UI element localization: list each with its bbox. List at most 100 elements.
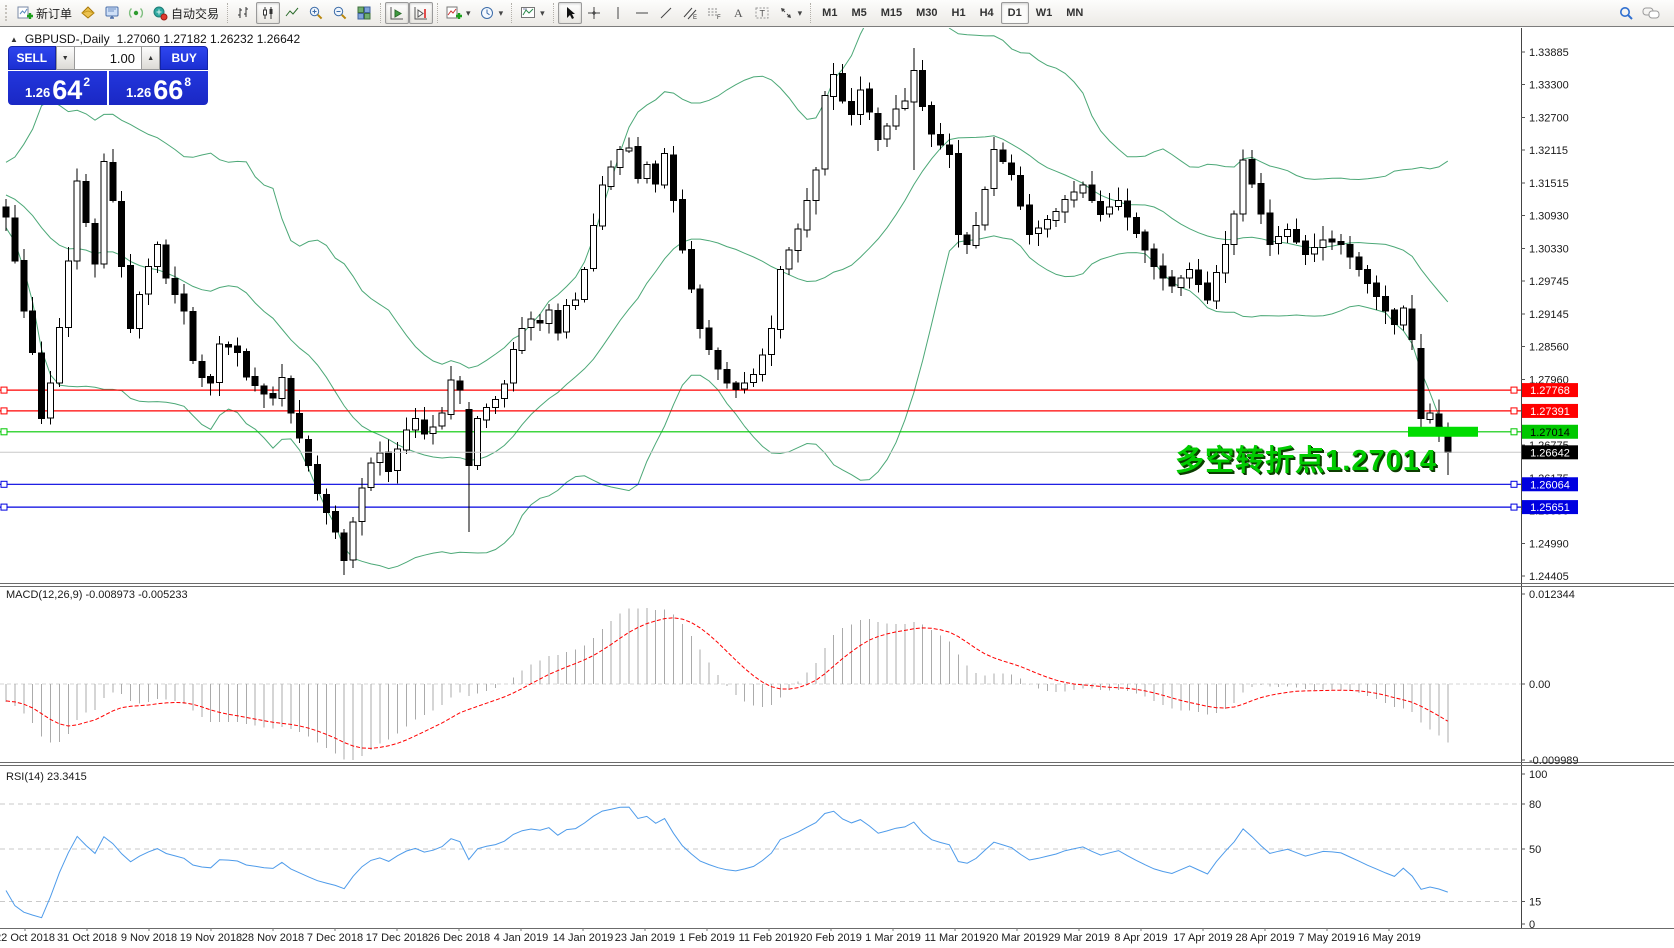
signals-button[interactable]	[124, 2, 148, 24]
line-handle[interactable]	[0, 503, 8, 511]
line-chart-icon	[285, 7, 299, 17]
date-label: 1 Mar 2019	[865, 932, 921, 944]
toolbar-separator	[227, 3, 229, 23]
text-label-tool-button[interactable]: T	[750, 2, 774, 24]
line-handle[interactable]	[0, 428, 8, 436]
timeframe-button-D1[interactable]: D1	[1000, 2, 1029, 24]
macd-label: MACD(12,26,9) -0.008973 -0.005233	[6, 589, 188, 601]
vertical-line-tool-button[interactable]	[606, 2, 630, 24]
clock-icon	[480, 7, 493, 19]
timeframe-button-W1[interactable]: W1	[1029, 2, 1060, 24]
macd-panel	[0, 607, 1521, 760]
chart-shift-button[interactable]	[409, 2, 434, 24]
timeframe-button-H4[interactable]: H4	[973, 2, 1001, 24]
date-axis[interactable]: 22 Oct 2018 31 Oct 2018 9 Nov 2018 19 Nov 2…	[0, 928, 1421, 944]
trendline-icon	[660, 7, 671, 19]
line-handle[interactable]	[1510, 480, 1518, 488]
templates-button[interactable]: ▾	[516, 2, 549, 24]
market-depth-button[interactable]	[76, 2, 100, 24]
volume-down-button[interactable]: ▼	[55, 46, 75, 70]
date-label: 8 Apr 2019	[1114, 932, 1167, 944]
periods-button[interactable]: ▾	[475, 2, 508, 24]
horizontal-line-tool-button[interactable]	[630, 2, 654, 24]
price-tick-label: 1.28560	[1529, 341, 1569, 353]
auto-scroll-button[interactable]	[385, 2, 410, 24]
bar-chart-mode-button[interactable]	[232, 2, 256, 24]
crosshair-tool-button[interactable]	[582, 2, 606, 24]
new-order-button[interactable]: 新订单	[13, 2, 76, 24]
terminal-window-button[interactable]	[100, 2, 124, 24]
crosshair-icon	[587, 7, 600, 19]
autotrading-icon	[153, 6, 168, 21]
line-handle[interactable]	[1510, 407, 1518, 415]
date-label: 14 Jan 2019	[553, 932, 614, 944]
timeframe-button-M1[interactable]: M1	[815, 2, 844, 24]
rsi-tick-label: 50	[1529, 844, 1541, 856]
line-chart-mode-button[interactable]	[280, 2, 304, 24]
volume-up-button[interactable]: ▲	[141, 46, 161, 70]
line-handle[interactable]	[1510, 386, 1518, 394]
horizontal-line-objects[interactable]	[0, 386, 1521, 511]
channel-tool-button[interactable]: E	[678, 2, 702, 24]
timeframe-button-H1[interactable]: H1	[945, 2, 973, 24]
collapse-icon[interactable]: ▲	[10, 34, 18, 44]
toolbar-separator	[810, 3, 812, 23]
buy-price-prefix: 1.26	[125, 85, 152, 100]
main-toolbar: 新订单 自动交易	[0, 0, 1674, 27]
autotrading-button[interactable]: 自动交易	[148, 2, 223, 24]
svg-text:T: T	[759, 9, 765, 19]
line-handle[interactable]	[0, 407, 8, 415]
vertical-line-icon	[617, 7, 619, 19]
timeframe-button-M5[interactable]: M5	[844, 2, 873, 24]
chat-button[interactable]	[1638, 2, 1664, 24]
line-handle[interactable]	[1510, 428, 1518, 436]
toolbar-separator	[380, 3, 382, 23]
fibonacci-tool-button[interactable]: F	[702, 2, 726, 24]
trendline-tool-button[interactable]	[654, 2, 678, 24]
svg-text:A: A	[734, 6, 743, 20]
chat-bubbles-icon	[1642, 7, 1660, 19]
rsi-label: RSI(14) 23.3415	[6, 771, 87, 783]
search-button[interactable]	[1614, 2, 1638, 24]
price-badge: 1.26642	[1530, 447, 1570, 459]
candlestick-mode-button[interactable]	[256, 2, 281, 24]
buy-button[interactable]: BUY	[160, 46, 208, 70]
tile-windows-button[interactable]	[352, 2, 376, 24]
cursor-tool-button[interactable]	[557, 2, 582, 24]
price-tick-label: 1.33885	[1529, 47, 1569, 59]
dropdown-icon: ▾	[797, 7, 803, 18]
zoom-out-icon	[333, 6, 347, 20]
rsi-tick-label: 0	[1529, 919, 1535, 931]
dropdown-icon: ▾	[498, 7, 504, 18]
buy-price[interactable]: 1.26 66 8	[109, 71, 208, 105]
svg-text:E: E	[693, 15, 697, 21]
zoom-out-button[interactable]	[328, 2, 352, 24]
timeframe-button-M15[interactable]: M15	[874, 2, 909, 24]
bar-chart-icon	[238, 7, 249, 18]
text-tool-button[interactable]: A	[726, 2, 750, 24]
sell-price[interactable]: 1.26 64 2	[8, 71, 107, 105]
toolbar-grip[interactable]	[5, 5, 10, 21]
line-handle[interactable]	[1510, 503, 1518, 511]
date-label: 16 May 2019	[1357, 932, 1421, 944]
line-handle[interactable]	[0, 480, 8, 488]
price-tick-label: 1.29145	[1529, 309, 1569, 321]
tile-windows-icon	[357, 6, 371, 20]
price-badge: 1.27768	[1530, 385, 1570, 397]
candlestick-icon	[263, 7, 273, 19]
add-indicator-button[interactable]: ▾	[442, 2, 475, 24]
date-label: 4 Jan 2019	[494, 932, 548, 944]
macd-axis: 0.012344 0.00 -0.009989	[1521, 589, 1579, 767]
turning-point-highlight[interactable]	[1408, 426, 1478, 437]
line-handle[interactable]	[0, 386, 8, 394]
timeframe-button-M30[interactable]: M30	[909, 2, 944, 24]
turning-point-annotation[interactable]: 多空转折点1.27014	[1175, 445, 1437, 477]
zoom-in-button[interactable]	[304, 2, 328, 24]
sell-button[interactable]: SELL	[8, 46, 56, 70]
timeframe-button-MN[interactable]: MN	[1059, 2, 1090, 24]
arrows-tool-button[interactable]: ▾	[774, 2, 807, 24]
autotrading-label: 自动交易	[171, 6, 220, 21]
date-label: 20 Feb 2019	[800, 932, 862, 944]
volume-input[interactable]	[75, 46, 141, 70]
